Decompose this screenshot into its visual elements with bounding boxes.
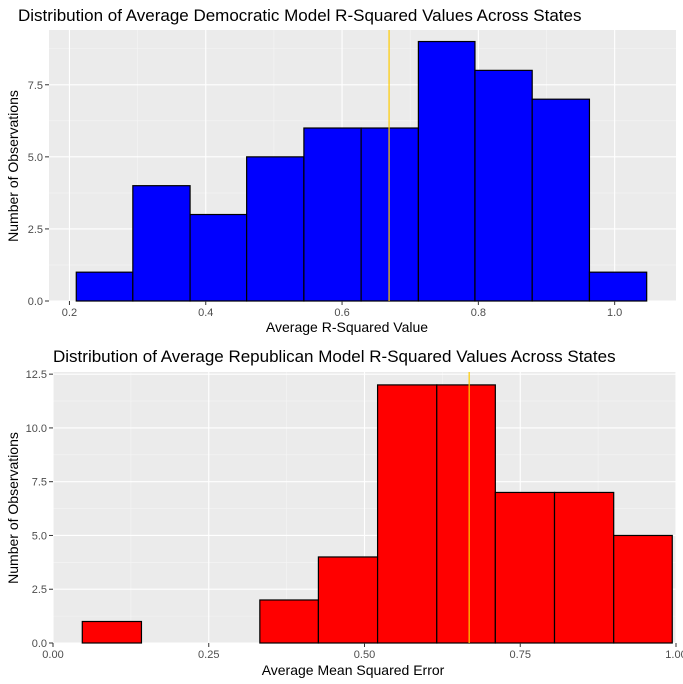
x-axis-ticks: 0.2 0.4 0.6 0.8 1.0 <box>62 301 622 319</box>
x-tick-label: 0.25 <box>198 649 219 661</box>
y-axis-ticks: 0.0 2.5 5.0 7.5 10.0 12.5 <box>26 369 53 650</box>
y-tick-label: 0.0 <box>32 638 47 650</box>
histogram-bar <box>303 127 362 302</box>
histogram-bar <box>588 271 648 302</box>
histogram-bar <box>246 156 305 302</box>
x-tick-label: 0.6 <box>334 307 349 319</box>
y-tick-label: 2.5 <box>28 224 43 236</box>
y-tick-label: 5.0 <box>32 530 47 542</box>
y-axis-ticks: 0.0 2.5 5.0 7.5 <box>28 80 49 308</box>
histogram-bar <box>75 271 134 302</box>
x-tick-label: 1.0 <box>607 307 622 319</box>
bars <box>75 40 648 302</box>
histogram-bar <box>474 69 533 302</box>
y-tick-label: 10.0 <box>26 423 47 435</box>
histogram-bar <box>376 384 438 644</box>
x-tick-label: 0.2 <box>62 307 77 319</box>
histogram-bar <box>317 556 379 644</box>
histogram-bar <box>553 491 615 644</box>
histogram-bar <box>613 534 673 644</box>
y-axis-title: Number of Observations <box>5 432 21 584</box>
histogram-bar <box>132 185 191 302</box>
histogram-bar <box>494 491 556 644</box>
x-axis-title: Average Mean Squared Error <box>262 662 445 678</box>
republican-histogram: Distribution of Average Republican Model… <box>5 347 683 678</box>
x-tick-label: 0.50 <box>354 649 375 661</box>
y-tick-label: 0.0 <box>28 296 43 308</box>
x-tick-label: 0.00 <box>42 649 63 661</box>
x-axis-ticks: 0.00 0.25 0.50 0.75 1.00 <box>42 643 683 661</box>
histogram-bar <box>531 98 591 302</box>
x-tick-label: 0.4 <box>198 307 213 319</box>
histogram-bar <box>259 599 319 644</box>
x-tick-label: 0.8 <box>471 307 486 319</box>
histogram-bar <box>417 40 476 302</box>
histogram-bar <box>360 127 419 302</box>
x-axis-title: Average R-Squared Value <box>266 319 428 335</box>
histogram-bar <box>81 620 143 644</box>
x-tick-label: 1.00 <box>665 649 683 661</box>
democratic-histogram: Distribution of Average Democratic Model… <box>5 6 676 335</box>
y-axis-title: Number of Observations <box>5 90 21 242</box>
chart-title: Distribution of Average Democratic Model… <box>18 6 581 25</box>
x-tick-label: 0.75 <box>510 649 531 661</box>
histogram-bar <box>189 213 248 302</box>
y-tick-label: 7.5 <box>28 80 43 92</box>
chart-title: Distribution of Average Republican Model… <box>53 347 616 366</box>
y-tick-label: 7.5 <box>32 477 47 489</box>
bars <box>81 384 673 644</box>
y-tick-label: 12.5 <box>26 369 47 381</box>
y-tick-label: 5.0 <box>28 152 43 164</box>
y-tick-label: 2.5 <box>32 584 47 596</box>
histogram-bar <box>436 384 496 644</box>
